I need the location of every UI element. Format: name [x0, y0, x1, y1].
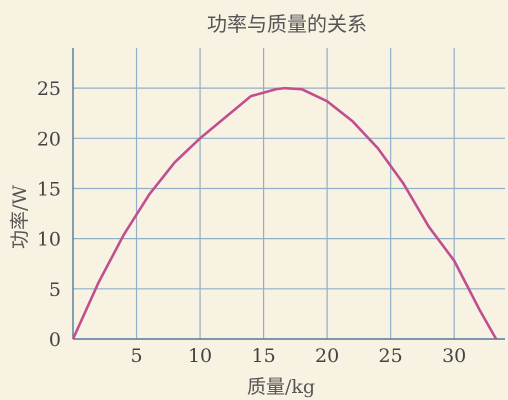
y-tick-label-15: 15: [37, 178, 61, 200]
axes: [72, 48, 505, 340]
x-tick-label-20: 20: [315, 345, 339, 367]
x-axis-label: 质量/kg: [247, 376, 315, 398]
chart-title: 功率与质量的关系: [207, 12, 367, 36]
y-tick-label-5: 5: [49, 279, 61, 301]
x-tick-label-25: 25: [379, 345, 403, 367]
y-axis-label: 功率/W: [9, 185, 31, 249]
y-tick-label-0: 0: [49, 329, 61, 351]
grid: [73, 48, 505, 339]
series-line-0: [71, 86, 498, 340]
y-tick-label-10: 10: [37, 229, 61, 251]
y-tick-label-20: 20: [37, 128, 61, 150]
x-tick-label-15: 15: [251, 345, 275, 367]
x-tick-label-10: 10: [188, 345, 212, 367]
x-tick-label-5: 5: [130, 345, 142, 367]
y-tick-label-25: 25: [37, 78, 61, 100]
tick-labels: 5 10 15 20 25 30 0 5 10 15 20 25: [37, 78, 466, 367]
x-tick-label-30: 30: [442, 345, 466, 367]
series: [71, 86, 498, 340]
